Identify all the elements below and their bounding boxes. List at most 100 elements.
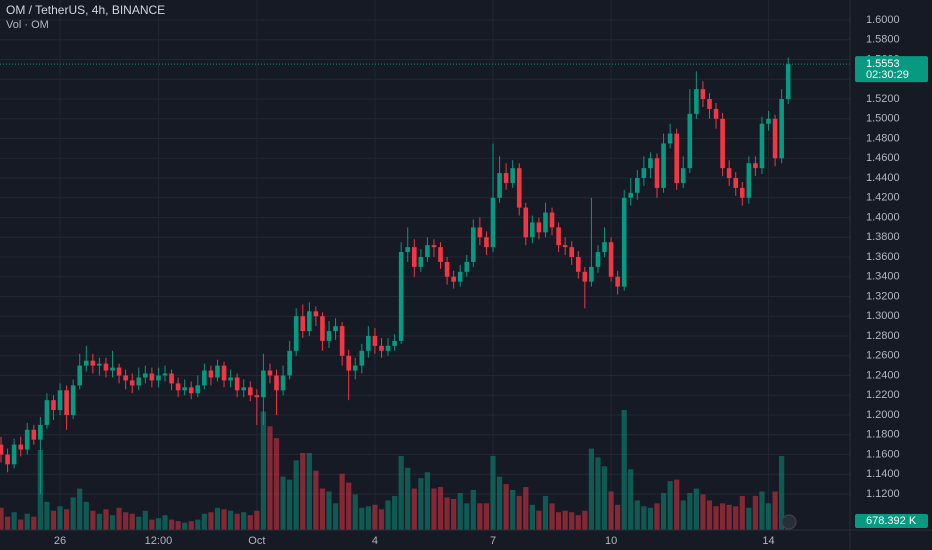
volume-bar — [365, 506, 371, 530]
volume-bar — [168, 519, 175, 530]
volume-bar — [214, 507, 221, 530]
volume-bar — [529, 504, 535, 530]
y-tick-label: 1.2800 — [866, 330, 900, 342]
candle-body — [359, 350, 365, 366]
volume-bar — [483, 503, 490, 530]
volume-bar — [306, 452, 312, 530]
y-tick-label: 1.2000 — [866, 409, 900, 421]
volume-bar — [319, 488, 326, 530]
volume-bar — [424, 472, 430, 530]
volume-bar — [195, 519, 201, 530]
volume-bar — [490, 455, 496, 530]
volume-bar — [260, 411, 266, 530]
volume-bar — [50, 510, 57, 530]
volume-bar — [523, 487, 529, 530]
volume-bar — [372, 504, 378, 530]
candle-body — [149, 373, 155, 381]
y-tick-label: 1.5800 — [866, 34, 900, 46]
volume-layer — [0, 410, 791, 530]
candle-body — [392, 340, 397, 346]
y-tick-label: 1.5000 — [866, 113, 900, 125]
candle-body — [169, 373, 174, 384]
candle-body — [746, 163, 752, 198]
candle-body — [753, 163, 758, 169]
candle-body — [77, 365, 83, 386]
candle-body — [700, 89, 706, 100]
candle-body — [97, 363, 102, 366]
volume-bar — [234, 513, 240, 530]
volume-bar — [378, 509, 385, 530]
x-tick-label: 7 — [490, 535, 496, 547]
y-tick-label: 1.1600 — [866, 448, 900, 460]
volume-bar — [660, 492, 667, 530]
volume-bar — [595, 457, 601, 530]
volume-bar — [405, 467, 411, 530]
candle-body — [280, 375, 286, 391]
y-tick-label: 1.1400 — [866, 468, 900, 480]
volume-bar — [733, 506, 739, 530]
candle-body — [175, 383, 181, 391]
candle-body — [687, 113, 693, 169]
volume-bar — [201, 513, 207, 530]
candle-body — [418, 257, 424, 267]
candle-body — [90, 360, 96, 366]
candle-body — [83, 360, 89, 366]
volume-bar — [693, 488, 699, 530]
candle-body — [293, 316, 299, 351]
candle-body — [64, 390, 69, 415]
volume-bar — [726, 504, 732, 530]
candle-body — [720, 118, 725, 169]
candle-body — [707, 99, 712, 109]
candle-body — [274, 375, 279, 391]
candle-body — [202, 370, 207, 386]
volume-bar — [700, 494, 706, 530]
y-tick-label: 1.1200 — [866, 488, 900, 500]
candle-body — [569, 247, 575, 258]
candle-body — [234, 377, 240, 391]
y-tick-label: 1.4600 — [866, 152, 900, 164]
candle-body — [661, 143, 666, 188]
candle-body — [5, 454, 10, 465]
candle-body — [411, 247, 417, 267]
volume-bar — [398, 455, 404, 530]
volume-bar — [634, 500, 640, 530]
volume-bar — [70, 497, 76, 530]
volume-bar — [720, 503, 726, 530]
volume-bar — [293, 460, 299, 530]
volume-bar — [24, 513, 30, 530]
candle-body — [31, 429, 37, 440]
volume-bar — [326, 491, 332, 530]
volume-bar — [109, 515, 116, 530]
volume-bar — [149, 519, 155, 530]
candle-body — [51, 400, 56, 411]
x-tick-label: Oct — [248, 535, 265, 547]
candle-body — [635, 178, 640, 193]
x-tick-label: 14 — [762, 535, 774, 547]
candle-body — [188, 387, 194, 394]
volume-bar — [418, 478, 424, 530]
volume-bar — [674, 479, 680, 530]
volume-bar — [129, 513, 135, 530]
y-tick-label: 1.2400 — [866, 369, 900, 381]
volume-bar — [352, 494, 358, 530]
y-tick-label: 1.4800 — [866, 132, 900, 144]
candle-body — [674, 133, 679, 183]
y-tick-label: 1.6000 — [866, 14, 900, 26]
volume-bar — [746, 507, 752, 530]
candle-body — [503, 173, 509, 183]
volume-bar — [549, 503, 555, 530]
candle-body — [129, 380, 135, 386]
candle-body — [156, 375, 161, 381]
candle-body — [103, 363, 109, 371]
candle-body — [694, 89, 699, 114]
volume-bar — [713, 506, 719, 530]
volume-bar — [496, 476, 503, 530]
flash-icon[interactable] — [781, 514, 797, 530]
candle-body — [648, 158, 653, 169]
volume-bar — [542, 495, 549, 530]
volume-bar — [392, 495, 398, 530]
volume-bar — [516, 495, 522, 530]
volume-bar — [470, 490, 476, 530]
